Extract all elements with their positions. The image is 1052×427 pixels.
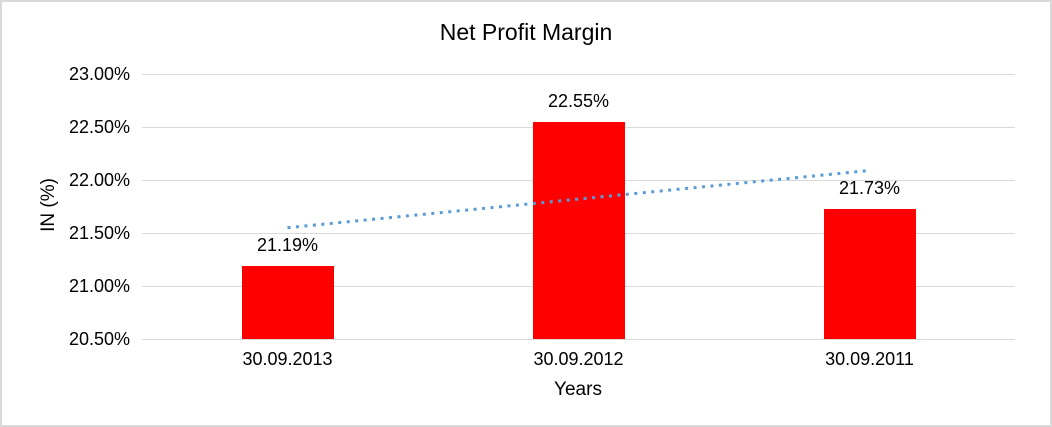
bar-data-label: 21.19%: [256, 234, 319, 255]
x-category-label: 30.09.2012: [533, 349, 624, 369]
gridline: [142, 74, 1015, 75]
x-category-label: 30.09.2013: [242, 349, 333, 369]
bar-data-label: 22.55%: [547, 90, 610, 111]
y-tick-label: 23.00%: [68, 64, 130, 84]
x-category-label: 30.09.2011: [825, 349, 914, 369]
bar: [823, 208, 916, 339]
y-tick-label: 20.50%: [68, 329, 130, 349]
y-tick-label: 21.50%: [68, 223, 130, 243]
chart-title: Net Profit Margin: [439, 19, 613, 45]
gridline: [142, 339, 1015, 340]
bar: [532, 121, 625, 339]
plot-area: 21.19% 22.55% 21.73%: [142, 74, 1015, 340]
y-tick-label: 22.50%: [68, 117, 130, 137]
x-axis-title: Years: [554, 379, 602, 400]
y-tick-label: 21.00%: [68, 276, 130, 296]
bar-data-label: 21.73%: [838, 177, 901, 198]
bar: [241, 265, 334, 339]
y-tick-label: 22.00%: [68, 170, 130, 190]
trendline: [287, 168, 870, 230]
